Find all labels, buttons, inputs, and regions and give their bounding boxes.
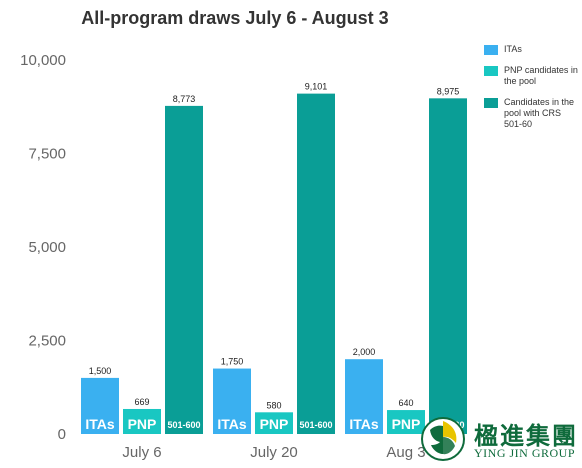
legend-swatch-itas: [484, 45, 498, 55]
y-tick-label: 5,000: [28, 239, 66, 256]
bar-501-600-1: [297, 93, 335, 435]
legend-label-itas: ITAs: [504, 44, 522, 54]
data-label: 2,000: [353, 347, 376, 357]
x-category-label: Aug 3: [386, 444, 425, 461]
y-axis: 0 2,500 5,000 7,500 10,000: [20, 52, 66, 443]
logo-english-name: YING JIN GROUP: [474, 446, 576, 460]
bar-inner-label: ITAs: [217, 416, 247, 432]
bar-itas-2: [345, 359, 383, 434]
data-label: 9,101: [305, 82, 328, 92]
legend-swatch-pnp: [484, 66, 498, 76]
x-axis: July 6 July 20 Aug 3: [122, 444, 425, 461]
data-label: 1,500: [89, 366, 112, 376]
bar-inner-label: 501-600: [299, 420, 332, 430]
bar-pnp-0: [123, 408, 161, 434]
data-label: 580: [266, 400, 281, 410]
company-logo: 楹進集團 YING JIN GROUP: [420, 414, 582, 466]
legend-label-crs: Candidates in the pool with CRS 501-60: [504, 97, 575, 129]
bar-itas-0: [81, 377, 119, 434]
bar-501-600-0: [165, 105, 203, 434]
x-category-label: July 20: [250, 444, 298, 461]
y-tick-label: 2,500: [28, 333, 66, 350]
y-tick-label: 10,000: [20, 52, 66, 69]
x-category-label: July 6: [122, 444, 161, 461]
bar-inner-label: PNP: [392, 416, 421, 432]
y-tick-label: 0: [58, 426, 66, 443]
legend-swatch-crs: [484, 98, 498, 108]
data-label: 8,975: [437, 86, 460, 96]
data-label: 640: [398, 398, 413, 408]
y-tick-label: 7,500: [28, 146, 66, 163]
bars: 1,500 ITAs 669 PNP 8,773 501-600 1,750 ITAs 580 P…: [81, 82, 467, 435]
bar-itas-1: [213, 368, 251, 434]
bar-inner-label: ITAs: [349, 416, 379, 432]
bar-inner-label: ITAs: [85, 416, 115, 432]
bar-pnp-2: [387, 410, 425, 434]
data-label: 1,750: [221, 357, 244, 367]
data-label: 669: [134, 397, 149, 407]
legend: ITAs PNP candidates in the pool Candidat…: [484, 44, 580, 140]
bar-pnp-1: [255, 412, 293, 434]
bar-501-600-2: [429, 98, 467, 435]
logo-mark-icon: [421, 417, 465, 461]
bar-inner-label: 501-600: [167, 420, 200, 430]
bar-inner-label: PNP: [260, 416, 289, 432]
logo-chinese-name: 楹進集團: [474, 421, 578, 450]
chart-title: All-program draws July 6 - August 3: [81, 8, 389, 28]
legend-item-pnp: PNP candidates in the pool: [484, 65, 580, 87]
data-label: 8,773: [173, 94, 196, 104]
bar-inner-label: PNP: [128, 416, 157, 432]
legend-item-crs: Candidates in the pool with CRS 501-60: [484, 97, 580, 130]
legend-item-itas: ITAs: [484, 44, 580, 55]
legend-label-pnp: PNP candidates in the pool: [504, 65, 578, 86]
